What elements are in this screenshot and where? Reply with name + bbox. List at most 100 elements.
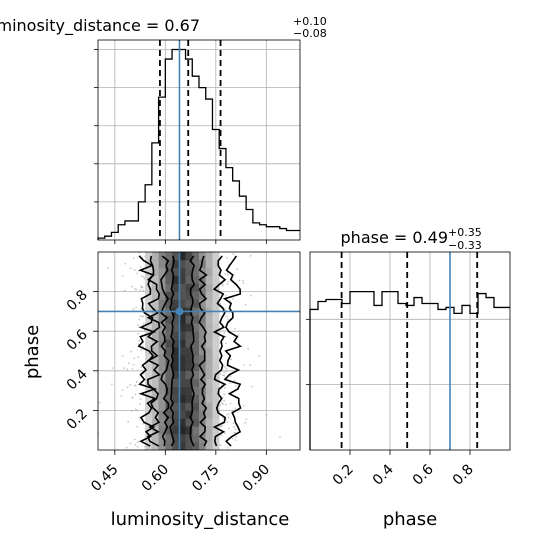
density-cell bbox=[151, 315, 159, 324]
sample-point bbox=[137, 324, 139, 326]
sample-point bbox=[224, 387, 226, 389]
sample-point bbox=[131, 367, 134, 370]
density-cell bbox=[158, 418, 166, 427]
sample-point bbox=[227, 318, 230, 321]
phase-x-tick-label: 0.4 bbox=[370, 461, 397, 488]
sample-point bbox=[130, 350, 133, 353]
density-cell bbox=[192, 267, 200, 277]
density-cell bbox=[178, 323, 186, 332]
density-cell bbox=[205, 378, 213, 387]
sample-point bbox=[121, 355, 124, 357]
density-cell bbox=[172, 299, 180, 308]
sample-point bbox=[142, 322, 145, 325]
density-cell bbox=[199, 426, 207, 435]
sample-point bbox=[142, 276, 145, 278]
density-cell bbox=[151, 323, 159, 332]
sample-point bbox=[223, 399, 226, 402]
joint-panel-frame bbox=[97, 251, 301, 451]
sample-point bbox=[134, 393, 137, 396]
contour-line-right bbox=[189, 255, 196, 447]
density-cell bbox=[178, 339, 186, 348]
density-cell bbox=[145, 323, 153, 332]
density-cell bbox=[165, 354, 173, 364]
density-cell bbox=[178, 291, 186, 300]
sample-point bbox=[138, 318, 141, 321]
density-cell bbox=[185, 339, 193, 348]
density-cell bbox=[151, 291, 159, 300]
sample-point bbox=[130, 410, 133, 412]
density-cell bbox=[165, 315, 173, 324]
sample-point bbox=[279, 436, 281, 438]
sample-point bbox=[140, 366, 143, 369]
joint-x-tick-label: 0.60 bbox=[139, 462, 172, 495]
density-cell bbox=[151, 442, 159, 451]
density-cell bbox=[212, 315, 220, 324]
sample-point bbox=[242, 282, 245, 284]
density-cell bbox=[205, 267, 213, 277]
density-cell bbox=[205, 252, 213, 261]
luminosity-distance-title-main: luminosity_distance = 0.67 bbox=[0, 16, 200, 36]
sample-point bbox=[133, 438, 136, 441]
density-cell bbox=[172, 275, 180, 284]
sample-point bbox=[234, 407, 237, 410]
density-cell bbox=[192, 362, 200, 372]
density-cell bbox=[205, 354, 213, 364]
sample-point bbox=[126, 386, 129, 389]
density-cell bbox=[212, 291, 220, 300]
density-cell bbox=[192, 331, 200, 340]
density-cell bbox=[178, 275, 186, 284]
sample-point bbox=[232, 297, 235, 300]
sample-point bbox=[221, 282, 224, 285]
density-cell bbox=[172, 354, 180, 364]
density-cell bbox=[172, 426, 180, 435]
density-cell bbox=[172, 370, 180, 380]
density-cell bbox=[185, 275, 193, 284]
sample-point bbox=[244, 422, 246, 424]
density-cell bbox=[178, 418, 186, 427]
luminosity-distance-title: luminosity_distance = 0.67 +0.10 −0.08 bbox=[0, 15, 327, 40]
density-cell bbox=[199, 418, 207, 427]
sample-point bbox=[225, 403, 227, 406]
density-cell bbox=[165, 267, 173, 277]
density-cell bbox=[185, 354, 193, 364]
sample-point bbox=[127, 420, 130, 423]
density-cell bbox=[192, 394, 200, 403]
density-cell bbox=[158, 275, 166, 284]
density-cell bbox=[151, 275, 159, 284]
density-cell bbox=[145, 370, 153, 380]
density-cell bbox=[212, 323, 220, 332]
sample-point bbox=[250, 294, 252, 297]
density-cell bbox=[165, 291, 173, 300]
density-cell bbox=[212, 252, 220, 261]
luminosity-distance-panel-frame bbox=[97, 39, 301, 241]
sample-point bbox=[234, 431, 236, 434]
sample-point bbox=[219, 404, 221, 407]
density-cell bbox=[165, 410, 173, 419]
sample-point bbox=[244, 303, 247, 306]
density-cell bbox=[212, 259, 220, 269]
sample-point bbox=[226, 315, 229, 318]
density-cell bbox=[165, 347, 173, 356]
density-cell bbox=[192, 402, 200, 411]
sample-point bbox=[227, 280, 230, 283]
density-cell bbox=[145, 252, 153, 261]
density-cell bbox=[178, 259, 186, 269]
joint-x-tick-label: 0.45 bbox=[88, 462, 121, 495]
sample-point bbox=[140, 275, 143, 277]
sample-point bbox=[224, 294, 227, 297]
density-cell bbox=[165, 394, 173, 403]
sample-point bbox=[131, 285, 133, 288]
phase-x-tick-label: 0.2 bbox=[330, 462, 357, 489]
sample-point bbox=[136, 425, 138, 428]
sample-point bbox=[232, 422, 235, 425]
phase-x-tick-label: 0.8 bbox=[450, 462, 477, 489]
density-cell bbox=[199, 378, 207, 387]
joint-contours bbox=[137, 255, 242, 447]
density-cell bbox=[199, 442, 207, 451]
sample-point bbox=[243, 404, 245, 407]
contour-line-left bbox=[160, 255, 170, 447]
density-cell bbox=[172, 259, 180, 269]
density-cell bbox=[178, 386, 186, 395]
density-cell bbox=[151, 362, 159, 372]
luminosity-distance-title-sup: +0.10 bbox=[293, 15, 327, 28]
